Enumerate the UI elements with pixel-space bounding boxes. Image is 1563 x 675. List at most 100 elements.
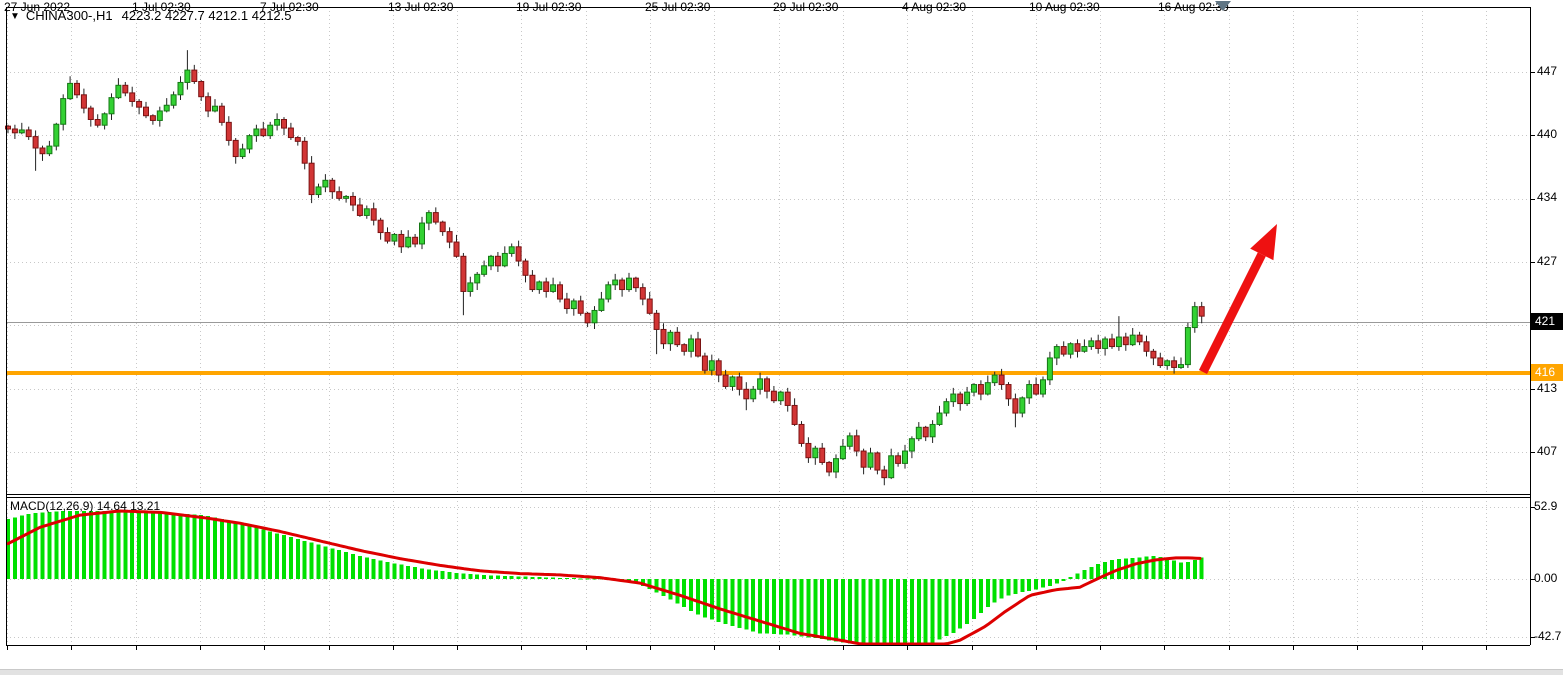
candle <box>322 174 329 193</box>
candle <box>350 192 356 212</box>
candle <box>515 240 522 267</box>
candle <box>184 50 191 90</box>
candle <box>1136 331 1143 346</box>
candle <box>902 444 908 469</box>
candle <box>543 277 550 298</box>
candle <box>87 105 94 127</box>
macd-signal-line <box>6 509 1202 646</box>
candle <box>557 281 563 303</box>
candle <box>343 195 350 203</box>
candle <box>191 64 198 84</box>
candle <box>391 233 398 246</box>
candle <box>784 387 791 412</box>
candle <box>246 134 253 154</box>
candle <box>412 233 419 248</box>
candle <box>639 283 646 306</box>
candle <box>1191 301 1198 333</box>
candle <box>467 276 474 297</box>
candle <box>494 252 501 272</box>
candle <box>419 216 425 250</box>
candle <box>398 230 405 253</box>
candle <box>315 183 322 198</box>
up-arrow-annotation[interactable] <box>1198 224 1277 375</box>
candle <box>908 436 915 459</box>
candle <box>722 369 729 389</box>
candle <box>1067 342 1074 359</box>
candle <box>205 92 212 118</box>
candle <box>267 121 274 139</box>
candle <box>591 306 598 329</box>
candle <box>108 93 115 120</box>
candle <box>501 246 508 268</box>
candle <box>1129 328 1136 347</box>
candle <box>239 143 246 159</box>
candle <box>922 425 929 442</box>
candle <box>536 280 543 294</box>
candle <box>577 295 584 316</box>
candle <box>881 465 888 486</box>
candle <box>1040 376 1046 398</box>
candle <box>115 78 122 100</box>
candle <box>584 311 591 328</box>
chart-shift-marker-icon[interactable] <box>1215 1 1231 11</box>
candle <box>1012 393 1019 428</box>
candle <box>274 113 281 131</box>
candle <box>1143 335 1150 357</box>
candle <box>805 437 812 463</box>
candle <box>1171 356 1178 374</box>
candle <box>32 130 39 171</box>
candle <box>225 116 232 146</box>
candle <box>1184 322 1191 368</box>
candle <box>212 99 218 113</box>
candle <box>701 352 708 374</box>
candle <box>1109 333 1115 349</box>
candle <box>198 80 205 101</box>
candle <box>488 254 494 271</box>
candle <box>18 122 25 135</box>
axis-ticks <box>7 72 1535 650</box>
candle <box>695 331 701 358</box>
candle <box>1005 382 1012 406</box>
candle <box>757 372 764 395</box>
candle <box>232 138 239 164</box>
candle <box>874 451 881 475</box>
candle <box>308 156 315 204</box>
candle <box>605 281 612 303</box>
candle <box>94 114 101 128</box>
candle <box>1115 316 1122 351</box>
candle <box>370 202 377 226</box>
candle <box>529 270 536 292</box>
candle <box>1164 359 1171 370</box>
candle <box>991 371 998 386</box>
candle <box>660 323 667 349</box>
candle <box>122 81 129 97</box>
candle <box>253 124 260 142</box>
candle <box>384 227 391 244</box>
candle <box>915 422 922 442</box>
candle <box>1122 332 1129 351</box>
macd-histogram <box>6 511 1204 644</box>
candle <box>984 375 991 396</box>
candle <box>1150 348 1157 366</box>
candle <box>74 80 80 99</box>
candle <box>25 126 32 140</box>
candle <box>846 432 853 450</box>
candle <box>950 387 957 407</box>
candle <box>736 372 743 396</box>
candle <box>895 452 902 467</box>
candle <box>522 258 529 283</box>
candle <box>1046 351 1053 386</box>
candle <box>377 217 384 240</box>
candle <box>163 98 170 113</box>
candle <box>425 210 432 231</box>
candle <box>432 207 439 225</box>
candle <box>971 383 977 397</box>
candle <box>439 220 446 236</box>
candle <box>481 260 488 277</box>
candle <box>39 145 46 161</box>
candle <box>1081 339 1088 353</box>
candle <box>46 140 53 157</box>
candle <box>626 272 632 292</box>
candle <box>1053 344 1060 366</box>
